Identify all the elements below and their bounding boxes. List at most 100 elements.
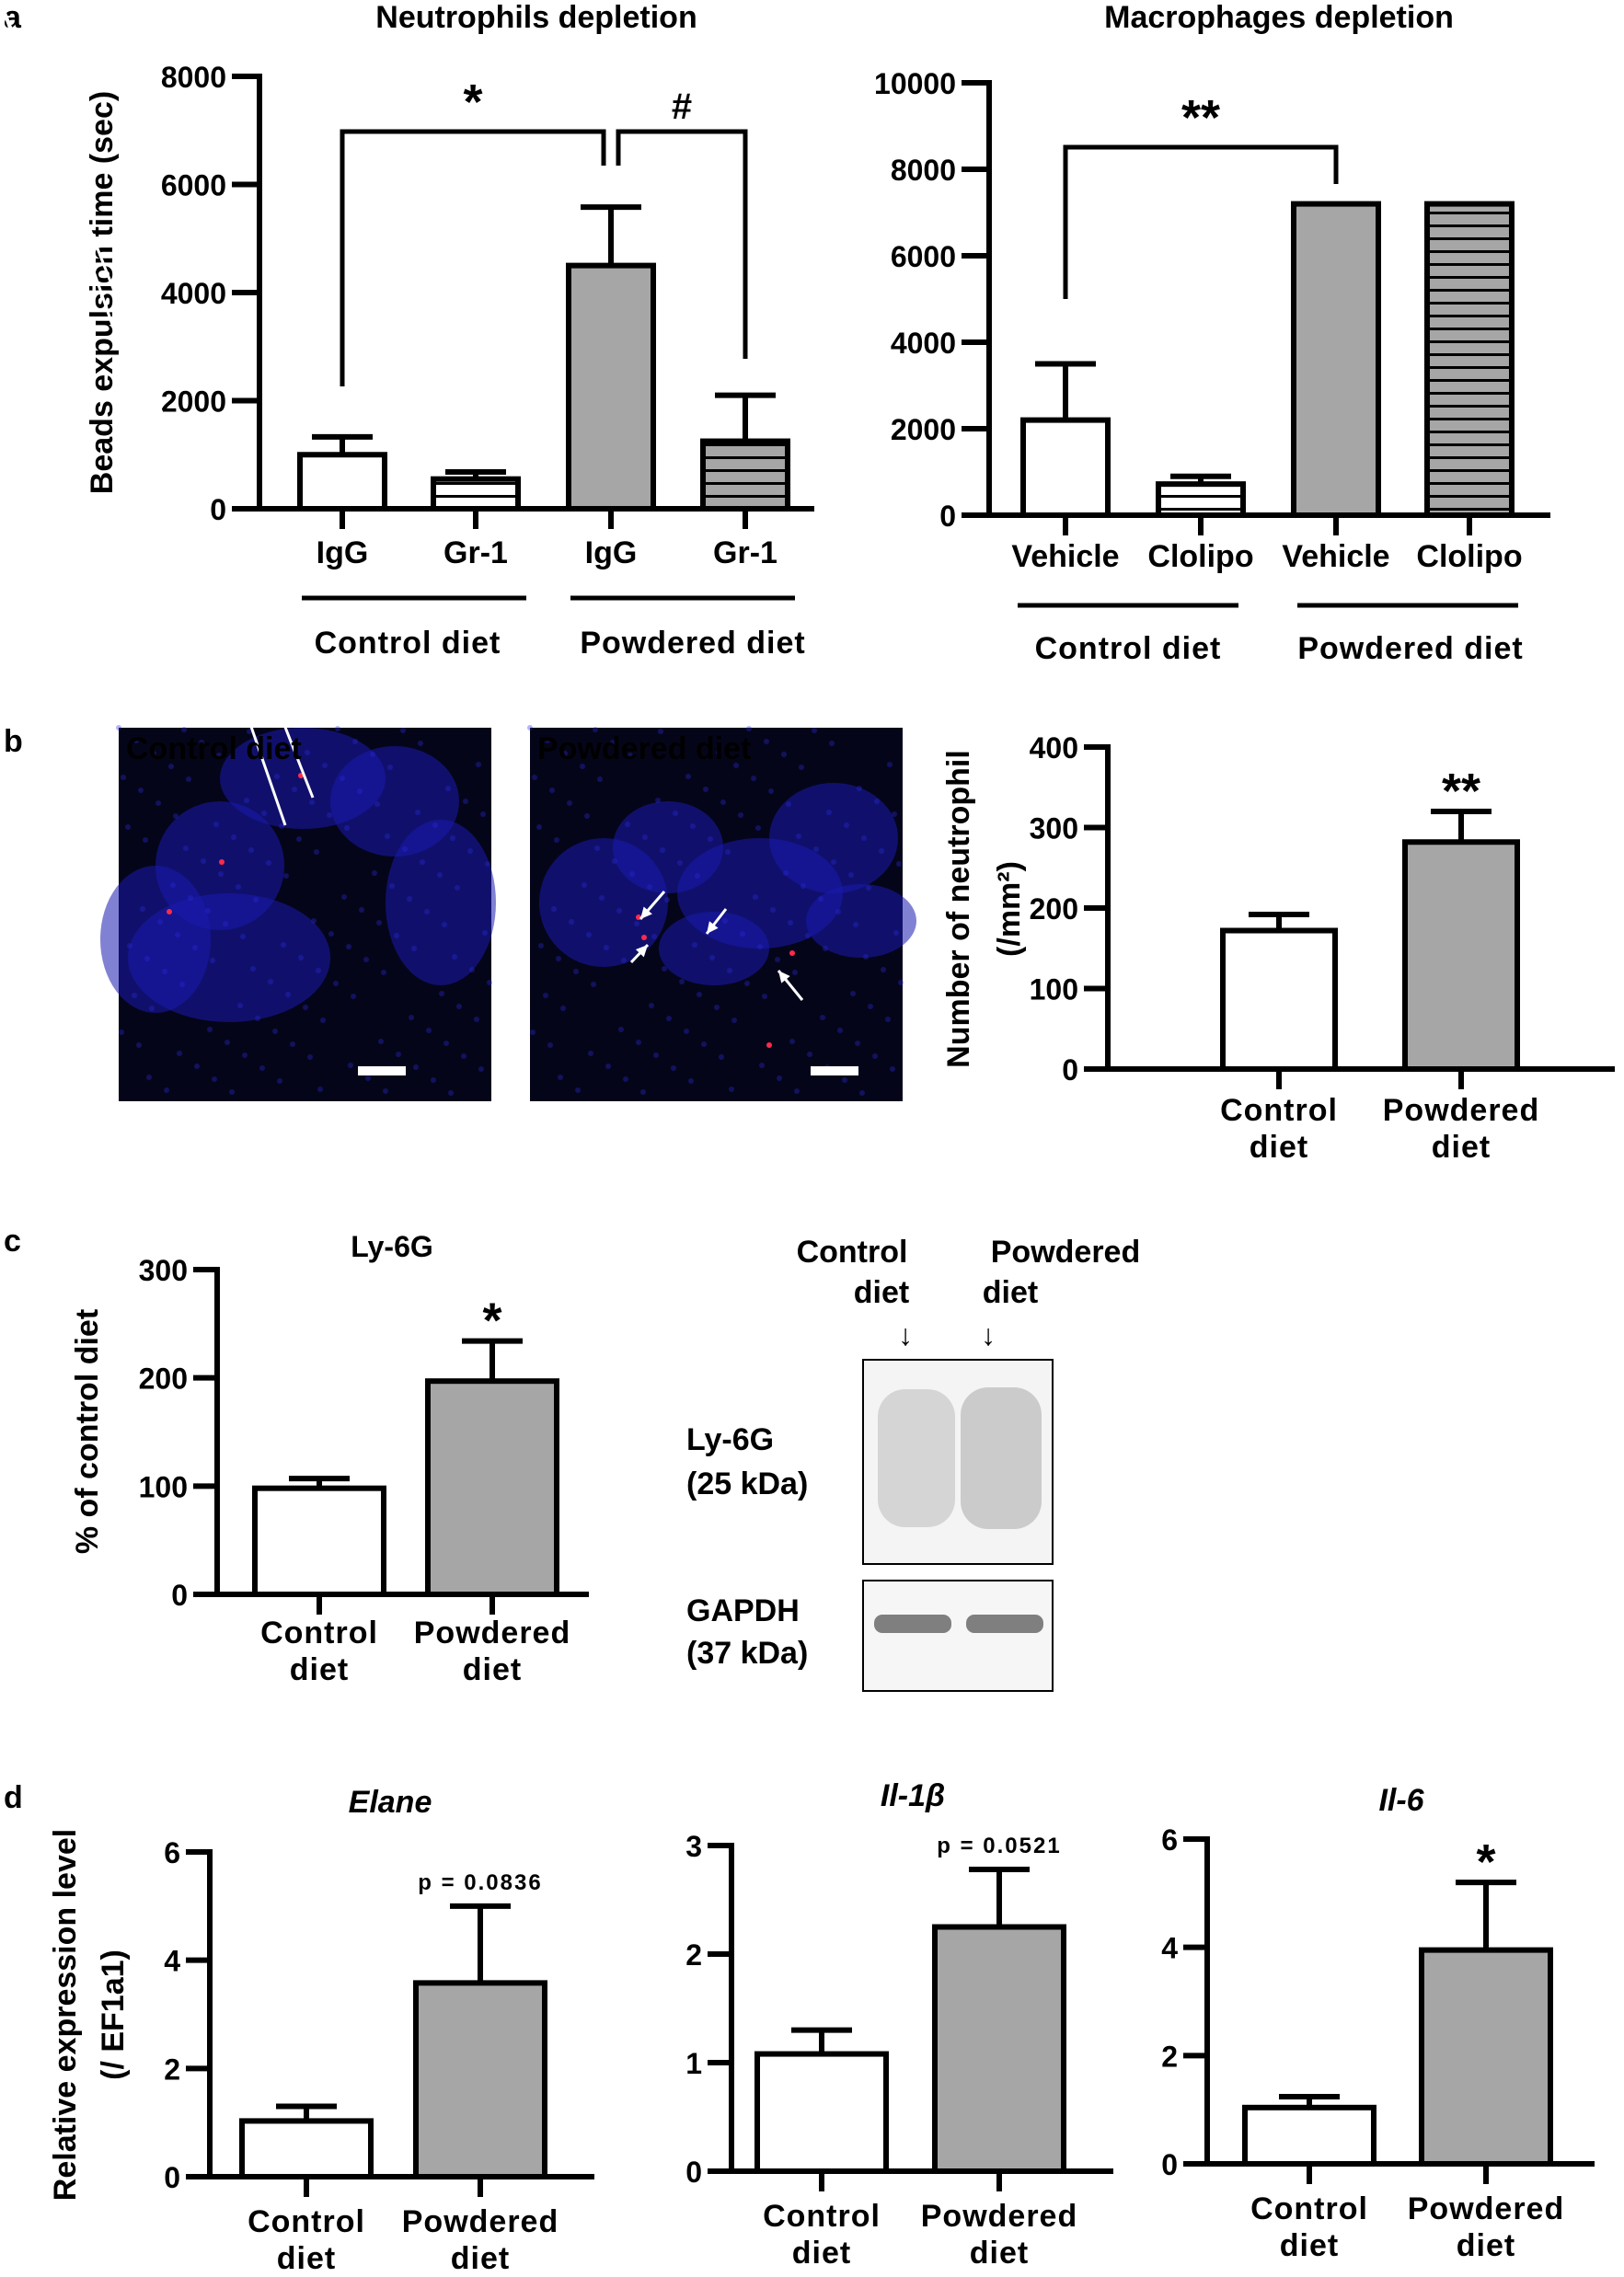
nucleus-dot bbox=[855, 1041, 860, 1046]
micrograph-control-diet: Control diet bbox=[0, 0, 496, 1101]
category-label: diet bbox=[792, 2236, 851, 2271]
nucleus-dot bbox=[274, 774, 280, 779]
nucleus-dot bbox=[133, 738, 139, 743]
nucleus-dot bbox=[893, 930, 899, 936]
nucleus-dot bbox=[396, 1052, 401, 1057]
nucleus-dot bbox=[628, 753, 633, 758]
nucleus-dot bbox=[116, 725, 121, 730]
nucleus-dot bbox=[885, 1017, 891, 1022]
y-tick-label: 0 bbox=[1161, 2148, 1178, 2181]
nucleus-dot bbox=[543, 993, 548, 998]
nucleus-dot bbox=[290, 1041, 295, 1047]
lane-label-powdered-line2: diet bbox=[983, 1275, 1038, 1310]
y-tick-label: 2000 bbox=[891, 413, 956, 446]
blot-ly6g-smear-control bbox=[878, 1389, 955, 1527]
nucleus-dot bbox=[259, 1065, 265, 1071]
nucleus-dot bbox=[411, 946, 417, 951]
nucleus-dot bbox=[560, 1006, 566, 1011]
nucleus-dot bbox=[372, 870, 377, 876]
nucleus-dot bbox=[685, 774, 691, 779]
y-tick-label: 6000 bbox=[891, 240, 956, 273]
tissue-region bbox=[806, 884, 916, 958]
nucleus-dot bbox=[829, 741, 835, 746]
bar bbox=[297, 452, 387, 512]
nucleus-dot bbox=[660, 847, 665, 853]
nucleus-dot bbox=[757, 944, 763, 949]
comparison-bracket bbox=[1063, 144, 1339, 299]
nucleus-dot bbox=[671, 1065, 676, 1071]
category-label: diet bbox=[277, 2241, 336, 2276]
arrow-head bbox=[635, 945, 648, 958]
chart-neutrophils-depletion: Neutrophils depletionBeads expulsion tim… bbox=[85, 0, 814, 661]
nucleus-dot bbox=[359, 907, 364, 913]
nucleus-dot bbox=[309, 799, 315, 805]
tissue-region bbox=[769, 783, 898, 893]
nucleus-dot bbox=[374, 801, 380, 807]
nucleus-dot bbox=[655, 798, 661, 803]
nucleus-dot bbox=[476, 762, 481, 767]
nucleus-dot bbox=[327, 812, 332, 818]
blot-ly6g-name: Ly-6G bbox=[686, 1422, 774, 1457]
nucleus-dot bbox=[431, 1077, 436, 1083]
nucleus-dot bbox=[666, 1016, 672, 1021]
category-label: Vehicle bbox=[1282, 539, 1389, 574]
nucleus-dot bbox=[216, 753, 222, 758]
nucleus-dot bbox=[272, 1029, 278, 1034]
nucleus-dot bbox=[298, 955, 304, 960]
nucleus-dot bbox=[753, 894, 758, 900]
category-label: IgG bbox=[317, 535, 369, 570]
nucleus-dot bbox=[722, 918, 728, 924]
y-tick-label: 0 bbox=[939, 500, 956, 533]
nucleus-dot bbox=[407, 896, 412, 902]
bar bbox=[425, 1378, 559, 1597]
nucleus-dot bbox=[168, 764, 174, 769]
nucleus-dot bbox=[586, 932, 592, 937]
comparison-marker: # bbox=[672, 86, 692, 127]
nucleus-dot bbox=[818, 896, 824, 902]
nucleus-dot bbox=[857, 786, 862, 791]
nucleus-dot bbox=[303, 1005, 308, 1010]
nucleus-dot bbox=[842, 1077, 847, 1083]
nucleus-dot bbox=[837, 1028, 843, 1033]
nucleus-dot bbox=[485, 861, 490, 867]
nucleus-dot bbox=[868, 1004, 873, 1009]
nucleus-dot bbox=[536, 824, 542, 830]
y-tick-label: 2 bbox=[164, 2053, 180, 2086]
nucleus-dot bbox=[549, 788, 555, 793]
nucleus-dot bbox=[695, 873, 700, 879]
nucleus-dot bbox=[255, 1016, 260, 1021]
significance-marker: ** bbox=[1442, 764, 1480, 819]
nucleus-dot bbox=[866, 885, 871, 891]
chart-title: Ly-6G bbox=[351, 1230, 433, 1263]
nucleus-dot bbox=[690, 823, 696, 829]
neutrophil-spot bbox=[167, 909, 172, 914]
nucleus-dot bbox=[794, 1088, 800, 1094]
group-label: Powdered diet bbox=[1297, 631, 1523, 666]
nucleus-dot bbox=[593, 727, 598, 732]
tissue-region bbox=[100, 866, 211, 1013]
y-tick-label: 300 bbox=[139, 1254, 188, 1287]
category-label: Vehicle bbox=[1011, 539, 1119, 574]
category-label: Gr-1 bbox=[443, 535, 508, 570]
category-label: Powdered bbox=[921, 2199, 1077, 2234]
lane-arrow-control: ↓ bbox=[898, 1318, 913, 1351]
chart-ly6g-quantification: Ly-6G% of control diet0100200300Controld… bbox=[70, 1230, 589, 1687]
nucleus-dot bbox=[348, 1063, 353, 1068]
nucleus-dot bbox=[307, 1054, 313, 1060]
nucleus-dot bbox=[605, 1064, 611, 1069]
nucleus-dot bbox=[658, 729, 663, 734]
y-tick-label: 0 bbox=[164, 2161, 180, 2194]
nucleus-dot bbox=[823, 946, 828, 951]
nucleus-dot bbox=[173, 813, 179, 819]
nucleus-dot bbox=[487, 980, 492, 985]
chart-title: Il-1β bbox=[881, 1778, 945, 1813]
chart-neutrophil-count: Number of neutrophil (/mm²) 0 100 200 300 400 C… bbox=[941, 731, 1615, 1165]
nucleus-dot bbox=[799, 765, 804, 770]
nucleus-dot bbox=[351, 994, 356, 999]
bar bbox=[1020, 417, 1111, 519]
nucleus-dot bbox=[800, 883, 806, 889]
y-tick-label: 4 bbox=[164, 1945, 180, 1978]
category-label: Powdered bbox=[1383, 1093, 1539, 1128]
